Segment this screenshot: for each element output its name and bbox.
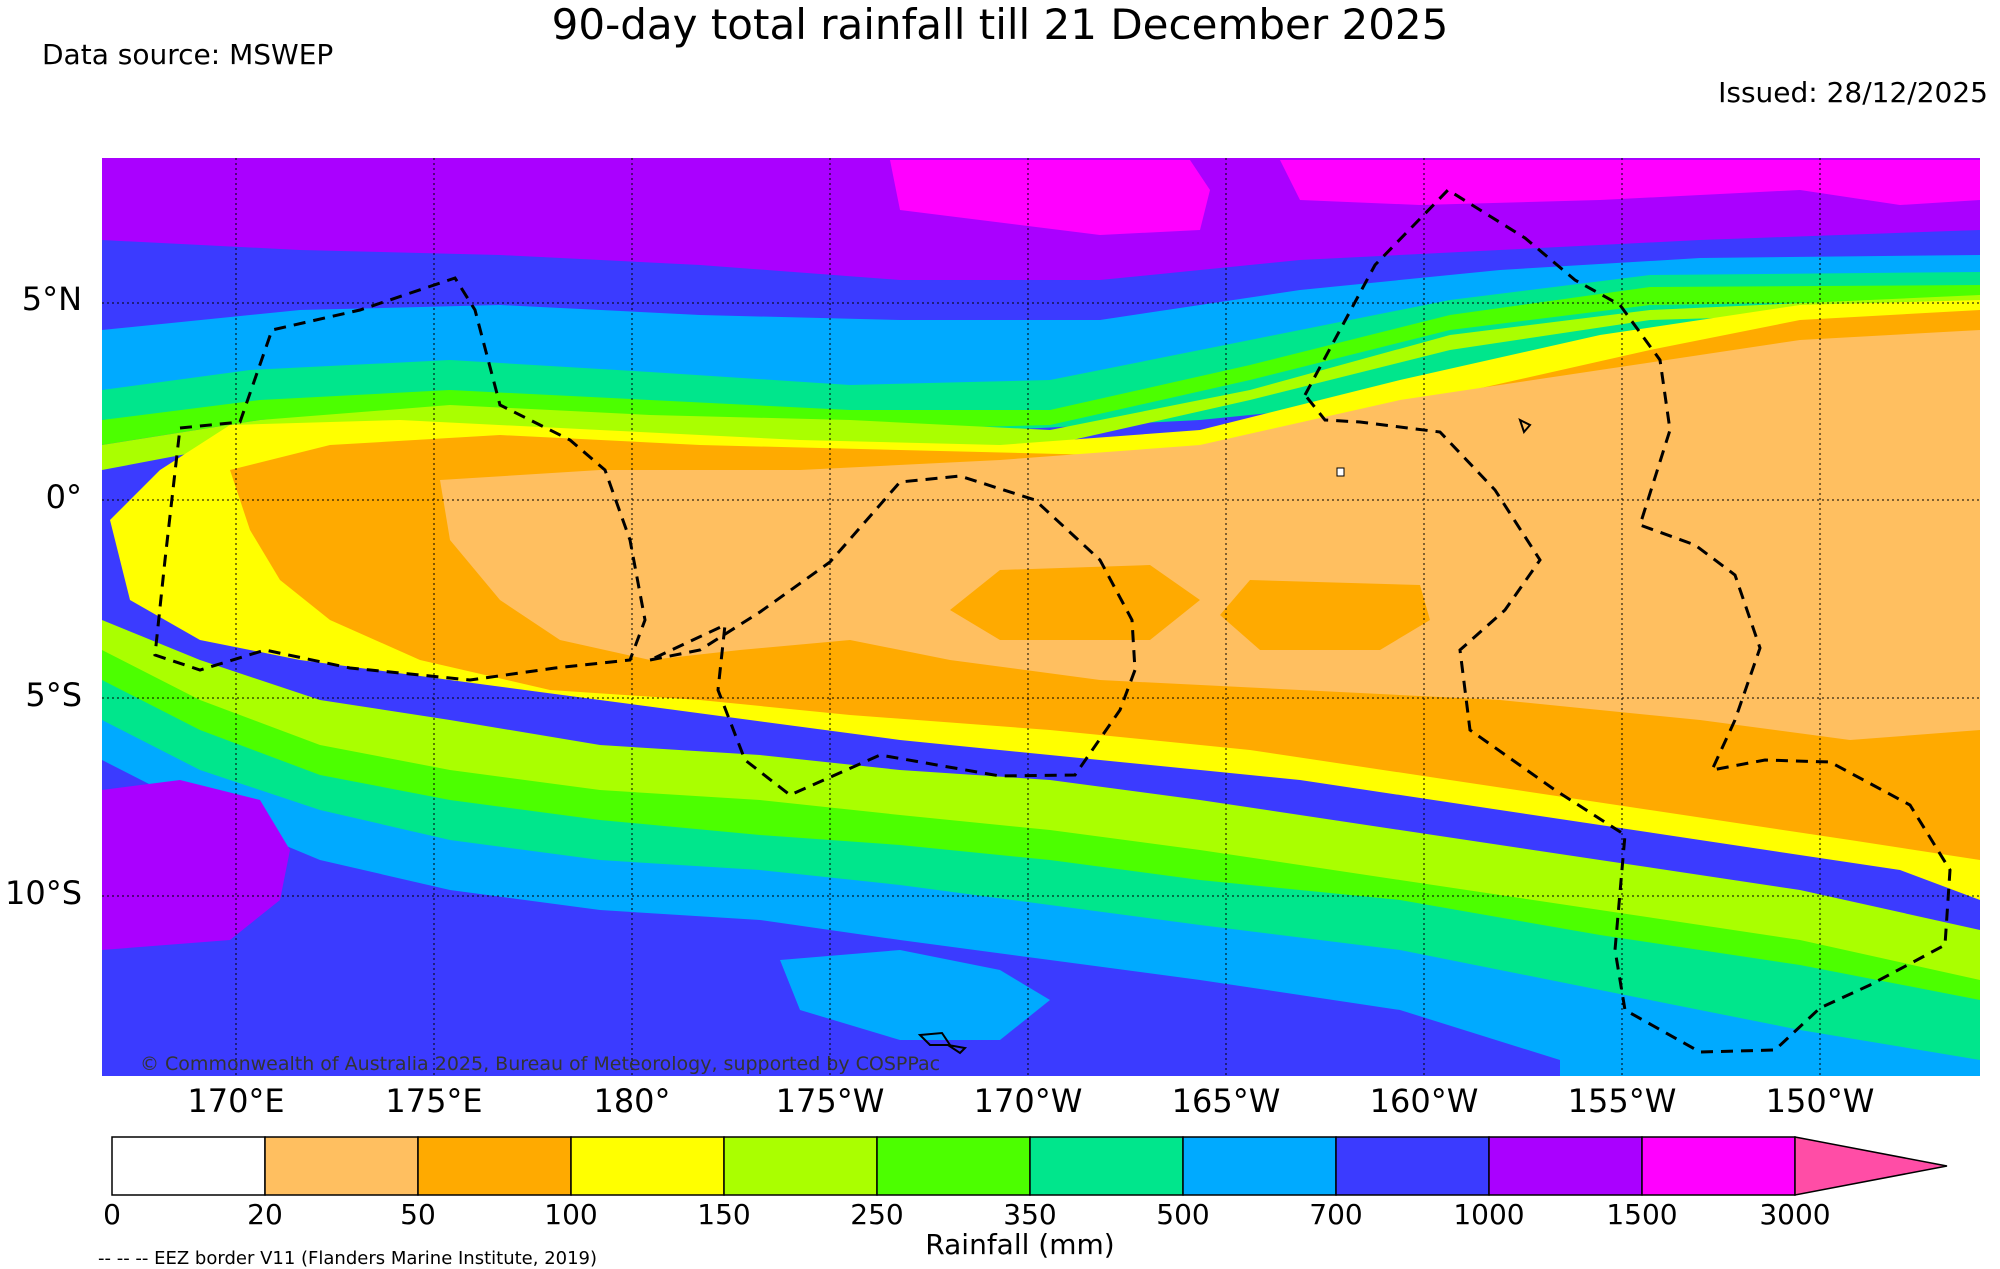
colorbar-swatch [1642, 1137, 1795, 1195]
colorbar-swatch [1489, 1137, 1642, 1195]
island-dry-spot [1337, 468, 1344, 476]
lat-label-5s: 5°S [0, 676, 82, 714]
rainfall-field: © Commonwealth of Australia 2025, Bureau… [102, 158, 1980, 1076]
colorbar-tick: 500 [1143, 1198, 1223, 1231]
colorbar-tick: 350 [990, 1198, 1070, 1231]
lat-label-5n: 5°N [0, 280, 82, 318]
colorbar [112, 1137, 1947, 1195]
lon-label-175w: 175°W [750, 1082, 910, 1120]
lat-label-10s: 10°S [0, 874, 82, 912]
rainfall-map: © Commonwealth of Australia 2025, Bureau… [0, 0, 2000, 1265]
colorbar-tick: 50 [378, 1198, 458, 1231]
colorbar-swatch [1030, 1137, 1183, 1195]
colorbar-tick: 700 [1296, 1198, 1376, 1231]
colorbar-tick: 3000 [1755, 1198, 1835, 1231]
colorbar-swatch [724, 1137, 877, 1195]
colorbar-tick: 150 [684, 1198, 764, 1231]
lon-label-180: 180° [552, 1082, 712, 1120]
colorbar-swatch [1336, 1137, 1489, 1195]
colorbar-swatch [877, 1137, 1030, 1195]
lon-label-170e: 170°E [156, 1082, 316, 1120]
colorbar-tick: 250 [837, 1198, 917, 1231]
colorbar-swatch [418, 1137, 571, 1195]
colorbar-tick: 1000 [1449, 1198, 1529, 1231]
copyright-notice: © Commonwealth of Australia 2025, Bureau… [140, 1053, 940, 1075]
band-1500-3000-b [1280, 160, 1980, 205]
colorbar-tick: 0 [72, 1198, 152, 1231]
lon-label-150w: 150°W [1740, 1082, 1900, 1120]
colorbar-tick: 1500 [1602, 1198, 1682, 1231]
colorbar-tick: 100 [531, 1198, 611, 1231]
lon-label-165w: 165°W [1146, 1082, 1306, 1120]
lon-label-175e: 175°E [354, 1082, 514, 1120]
colorbar-tick: 20 [225, 1198, 305, 1231]
lon-label-155w: 155°W [1542, 1082, 1702, 1120]
colorbar-extend-arrow [1795, 1137, 1947, 1195]
eez-legend-note: -- -- -- EEZ border V11 (Flanders Marine… [98, 1248, 597, 1269]
lon-label-170w: 170°W [948, 1082, 1108, 1120]
lat-label-0: 0° [0, 478, 82, 516]
lon-label-160w: 160°W [1344, 1082, 1504, 1120]
colorbar-swatch [265, 1137, 418, 1195]
colorbar-swatch [1183, 1137, 1336, 1195]
colorbar-swatch [112, 1137, 265, 1195]
colorbar-swatch [571, 1137, 724, 1195]
